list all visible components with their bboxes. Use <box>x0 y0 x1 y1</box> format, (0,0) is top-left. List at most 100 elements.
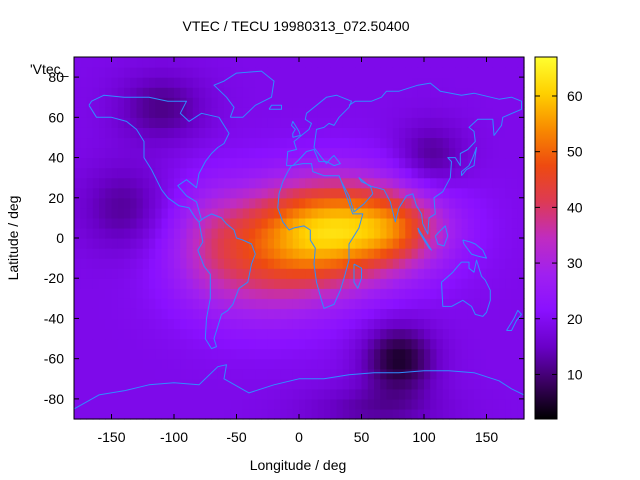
heatmap-cell <box>317 147 325 159</box>
heatmap-cell <box>442 67 450 78</box>
heatmap-cell <box>449 207 456 219</box>
heatmap-cell <box>274 207 281 219</box>
heatmap-cell <box>442 308 450 320</box>
heatmap-cell <box>336 97 344 108</box>
heatmap-cell <box>280 197 288 209</box>
heatmap-cell <box>74 328 81 340</box>
heatmap-cell <box>367 127 375 139</box>
heatmap-cell <box>349 77 356 88</box>
heatmap-cell <box>155 127 163 139</box>
heatmap-cell <box>455 338 463 350</box>
heatmap-cell <box>336 117 344 128</box>
heatmap-cell <box>386 328 394 340</box>
heatmap-cell <box>361 368 369 380</box>
heatmap-cell <box>80 278 88 289</box>
heatmap-cell <box>261 97 269 108</box>
heatmap-cell <box>105 378 113 390</box>
heatmap-cell <box>267 207 275 219</box>
heatmap-cell <box>367 398 375 410</box>
heatmap-cell <box>467 408 475 420</box>
heatmap-cell <box>280 288 288 299</box>
heatmap-cell <box>424 278 431 289</box>
heatmap-cell <box>280 157 288 169</box>
heatmap-cell <box>205 248 213 259</box>
heatmap-cell <box>492 408 500 420</box>
heatmap-cell <box>211 117 219 128</box>
y-tick-label: 20 <box>48 190 64 206</box>
heatmap-cell <box>455 408 463 420</box>
heatmap-cell <box>174 57 181 68</box>
heatmap-cell <box>261 298 269 309</box>
heatmap-cell <box>455 207 463 219</box>
heatmap-cell <box>267 87 275 98</box>
heatmap-cell <box>305 167 313 179</box>
heatmap-cell <box>205 107 213 118</box>
heatmap-cell <box>367 137 375 149</box>
heatmap-cell <box>192 157 200 169</box>
heatmap-cell <box>436 238 444 249</box>
heatmap-cell <box>405 278 413 289</box>
heatmap-cell <box>436 147 444 159</box>
heatmap-cell <box>167 328 175 340</box>
heatmap-cell <box>305 388 313 400</box>
heatmap-cell <box>111 147 119 159</box>
heatmap-cell <box>161 258 169 269</box>
heatmap-cell <box>467 227 475 239</box>
heatmap-cell <box>205 368 213 380</box>
heatmap-cell <box>305 217 313 229</box>
heatmap-cell <box>267 227 275 239</box>
heatmap-cell <box>136 217 144 229</box>
heatmap-cell <box>267 217 275 229</box>
coastline-new-guinea <box>462 239 487 259</box>
heatmap-cell <box>192 298 200 309</box>
heatmap-cell <box>399 167 406 179</box>
heatmap-cell <box>317 388 325 400</box>
heatmap-cell <box>105 368 113 380</box>
heatmap-cell <box>230 308 238 320</box>
heatmap-cell <box>299 348 306 360</box>
heatmap-cell <box>124 167 131 179</box>
x-axis-label: Longitude / deg <box>250 457 347 473</box>
heatmap-cell <box>80 408 88 420</box>
heatmap-cell <box>217 408 225 420</box>
heatmap-cell <box>330 57 338 68</box>
heatmap-cell <box>386 338 394 350</box>
heatmap-cell <box>211 328 219 340</box>
heatmap-cell <box>80 197 88 209</box>
heatmap-cell <box>455 67 463 78</box>
heatmap-cell <box>217 117 225 128</box>
heatmap-cell <box>92 187 100 199</box>
heatmap-cell <box>217 338 225 350</box>
heatmap-cell <box>486 408 494 420</box>
heatmap-cell <box>449 348 456 360</box>
heatmap-cell <box>417 258 425 269</box>
heatmap-cell <box>467 278 475 289</box>
heatmap-cell <box>224 238 231 249</box>
heatmap-cell <box>186 298 194 309</box>
heatmap-cell <box>317 157 325 169</box>
heatmap-cell <box>274 107 281 118</box>
heatmap-cell <box>399 97 406 108</box>
heatmap-cell <box>74 318 81 330</box>
heatmap-cell <box>455 197 463 209</box>
heatmap-cell <box>74 167 81 179</box>
coastline-madagascar <box>353 263 362 289</box>
heatmap-cell <box>386 388 394 400</box>
heatmap-cell <box>517 87 525 98</box>
heatmap-cell <box>224 87 231 98</box>
heatmap-cell <box>336 248 344 259</box>
heatmap-cell <box>455 167 463 179</box>
heatmap-cell <box>167 288 175 299</box>
heatmap-cell <box>142 278 150 289</box>
heatmap-cell <box>324 87 331 98</box>
heatmap-cell <box>511 378 519 390</box>
heatmap-cell <box>449 97 456 108</box>
heatmap-cell <box>367 268 375 279</box>
heatmap-cell <box>86 67 94 78</box>
heatmap-cell <box>286 248 294 259</box>
heatmap-cell <box>374 378 381 390</box>
heatmap-cell <box>299 147 306 159</box>
heatmap-cell <box>449 57 456 68</box>
heatmap-cell <box>424 398 431 410</box>
heatmap-cell <box>149 197 156 209</box>
